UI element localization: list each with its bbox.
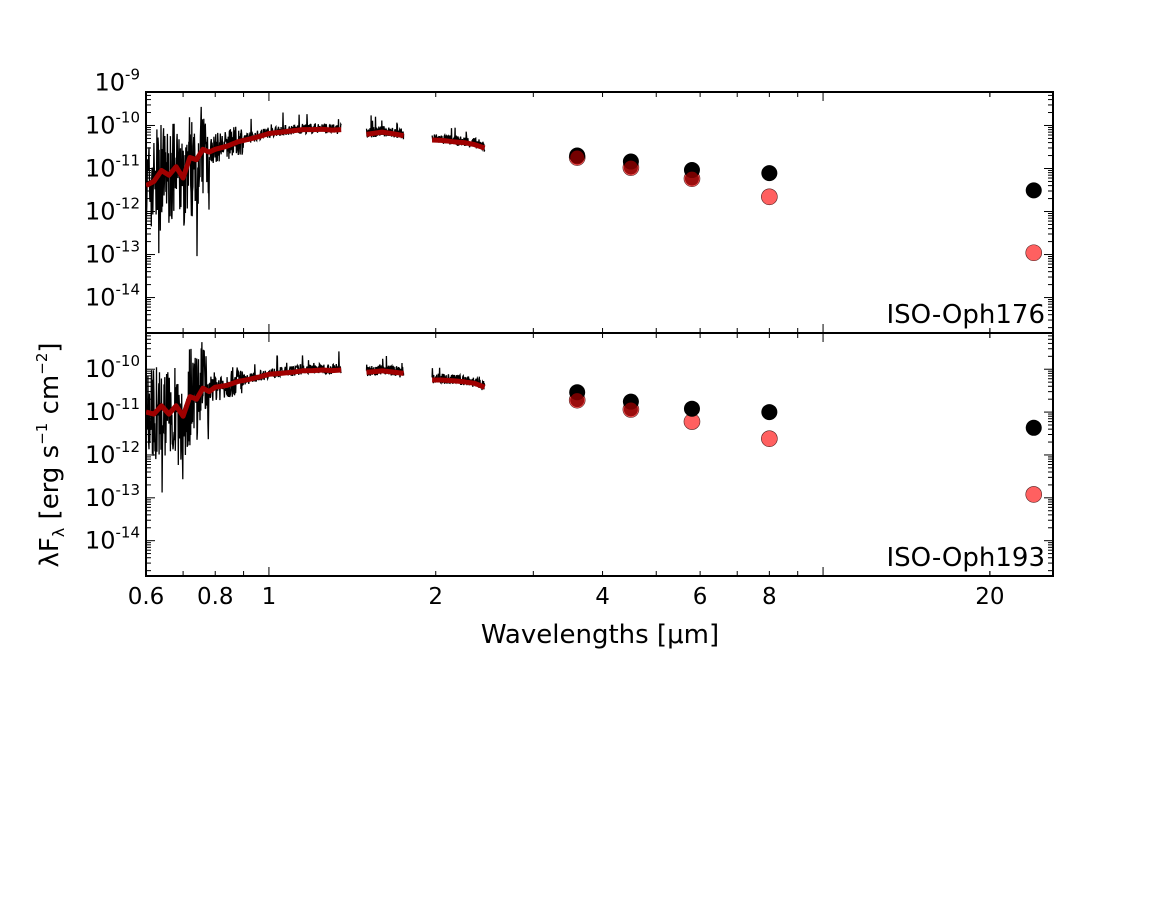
- model-photometry-point: [761, 430, 778, 447]
- observed-spectrum: [146, 342, 342, 493]
- y-label-sup2: −2: [33, 353, 51, 375]
- panel-label: ISO-Oph176: [886, 300, 1045, 330]
- y-tick-label: 10-13: [85, 238, 140, 269]
- y-tick-label: 10-11: [85, 395, 140, 426]
- y-label-lambda: λF: [35, 537, 65, 567]
- panel-label: ISO-Oph193: [886, 543, 1045, 573]
- model-photometry-point: [1025, 244, 1043, 262]
- observed-photometry-point: [683, 400, 700, 417]
- x-axis: 0.6 0.8 1 2 4 6 8 20: [128, 584, 1005, 610]
- x-tick-label: 6: [693, 584, 708, 610]
- observed-photometry-point: [1025, 182, 1042, 199]
- model-photometry-overlap: [623, 160, 638, 175]
- y-axis-label: λFλ [erg s−1 cm−2]: [33, 342, 68, 567]
- model-photometry-overlap: [684, 171, 699, 186]
- observed-spectrum: [365, 115, 405, 140]
- model-spectrum: [431, 137, 486, 151]
- y-tick-label: 10-13: [85, 481, 140, 512]
- x-tick-label: 8: [762, 584, 777, 610]
- model-photometry-overlap: [623, 402, 638, 417]
- panel-top: 10-9 10-10 10-11 10-12 10-13 10-14 ISO-Oph176: [85, 65, 1054, 334]
- model-spectrum: [146, 126, 342, 188]
- observed-spectrum: [146, 106, 342, 257]
- x-tick-label: 0.6: [128, 584, 165, 610]
- x-tick-label: 0.8: [197, 584, 234, 610]
- y-tick-label: 10-9: [94, 65, 140, 96]
- y-label-open: [erg s: [35, 445, 65, 528]
- model-photometry-point: [1025, 486, 1043, 503]
- observed-photometry-point: [761, 404, 778, 421]
- x-axis-label: Wavelengths [μm]: [481, 620, 719, 650]
- y-tick-label: 10-14: [85, 524, 140, 555]
- y-label-mid: cm: [35, 375, 65, 423]
- y-tick-label: 10-11: [85, 151, 140, 182]
- plot-frame: [145, 91, 1054, 334]
- y-tick-label: 10-10: [85, 352, 140, 383]
- model-photometry-point: [761, 188, 778, 206]
- y-tick-label: 10-12: [85, 438, 140, 469]
- y-tick-label: 10-10: [85, 108, 140, 139]
- model-spectrum: [146, 367, 342, 419]
- x-tick-label: 2: [428, 584, 443, 610]
- x-tick-label: 20: [975, 584, 1004, 610]
- y-label-sub: λ: [49, 528, 68, 537]
- model-photometry-overlap: [570, 150, 585, 165]
- observed-photometry-point: [1025, 419, 1042, 436]
- y-label-close: ]: [35, 342, 65, 352]
- x-tick-label: 4: [595, 584, 610, 610]
- model-photometry-overlap: [570, 393, 585, 408]
- model-spectrum: [366, 368, 404, 376]
- model-spectrum: [432, 377, 486, 390]
- model-spectrum: [366, 129, 405, 139]
- y-tick-label: 10-14: [85, 281, 140, 312]
- x-tick-label: 1: [262, 584, 277, 610]
- y-label-sup1: −1: [33, 423, 51, 445]
- panel-bottom: 10-10 10-11 10-12 10-13 10-14 ISO-Oph193: [85, 332, 1054, 577]
- observed-photometry-point: [761, 165, 778, 182]
- y-tick-label: 10-12: [85, 195, 140, 226]
